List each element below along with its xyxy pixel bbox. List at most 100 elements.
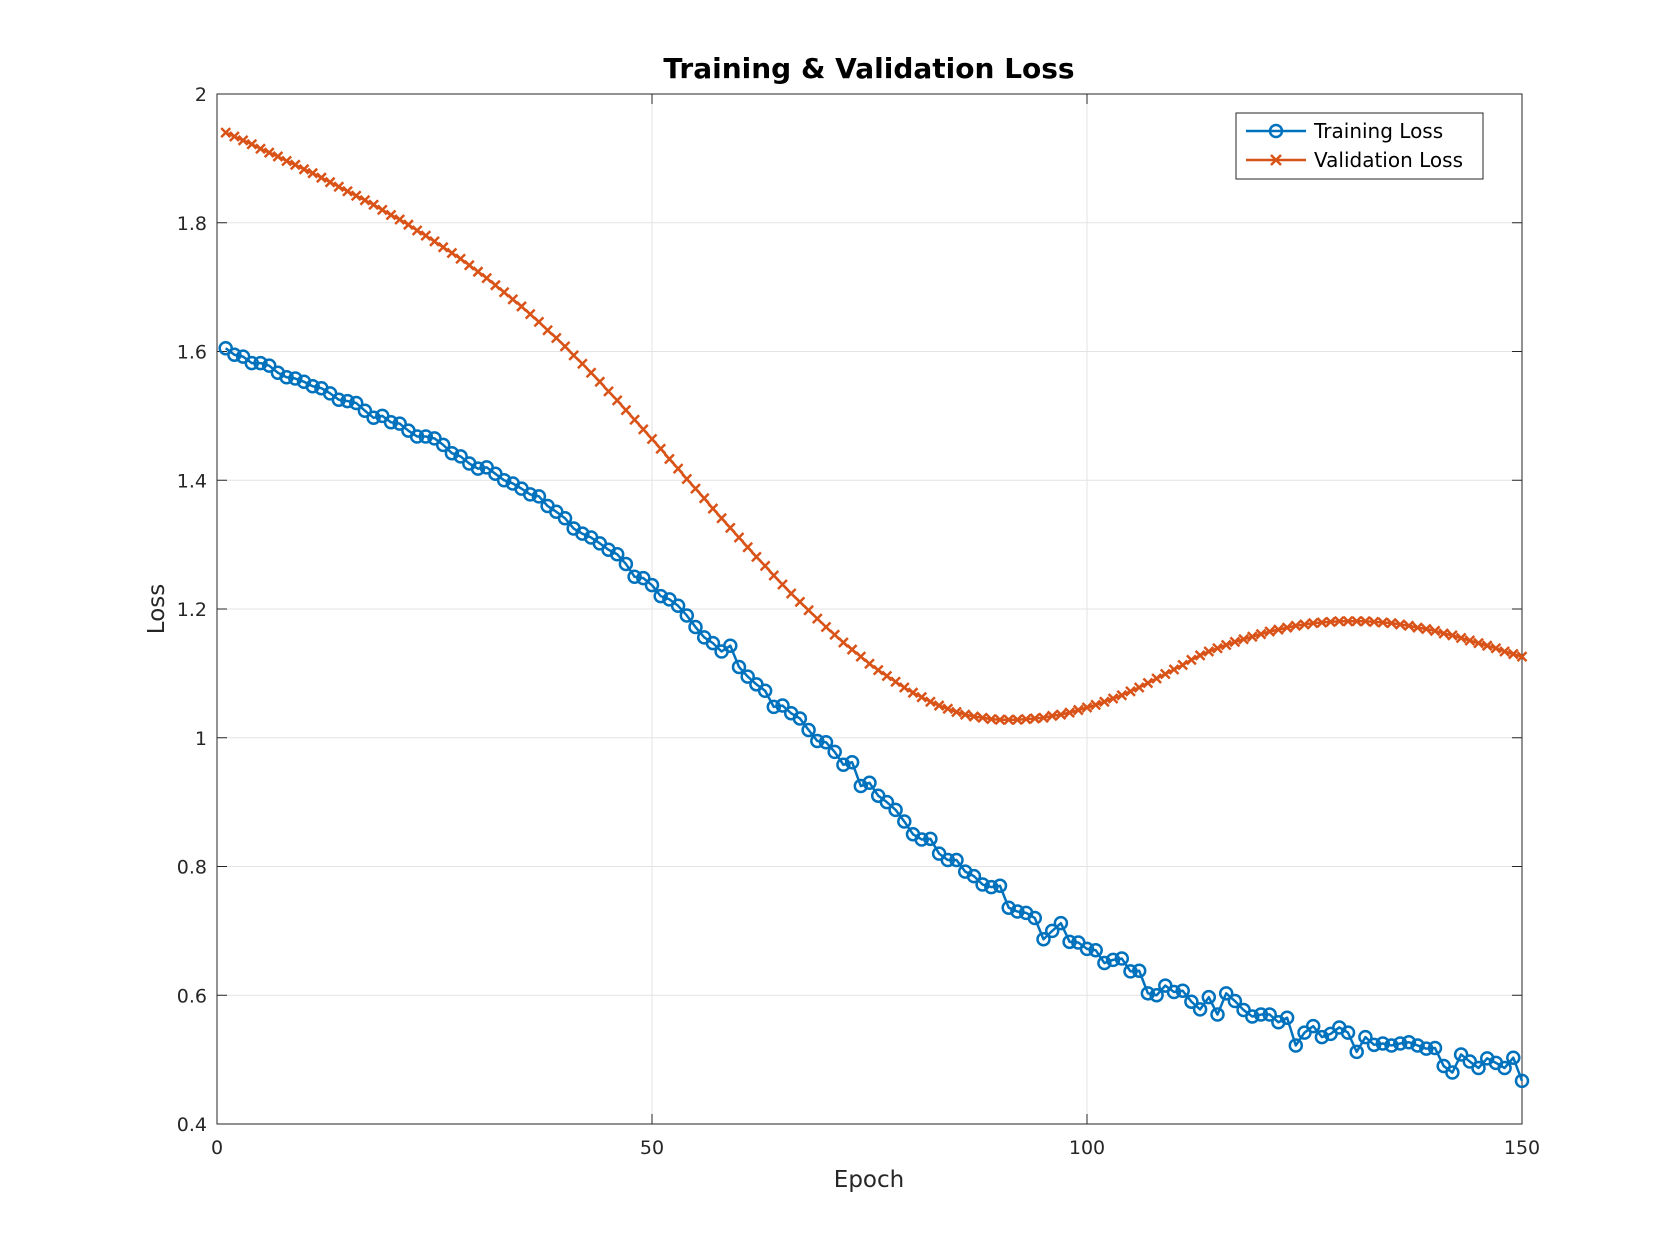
validation-loss-point [446, 247, 458, 259]
validation-loss-point [951, 706, 962, 718]
training-loss-point [1123, 964, 1138, 979]
validation-loss-point [1090, 699, 1102, 711]
validation-loss-point [1072, 704, 1084, 716]
validation-loss-point [1255, 628, 1267, 640]
validation-loss-point [1203, 646, 1215, 657]
validation-loss-point [1499, 646, 1510, 657]
training-loss-point [557, 510, 573, 526]
validation-loss-point [629, 414, 640, 426]
validation-loss-point [1429, 625, 1441, 637]
validation-loss-point [925, 696, 936, 708]
training-loss-point [1366, 1037, 1382, 1053]
training-loss-point [792, 711, 808, 726]
training-loss-point [1149, 988, 1164, 1003]
validation-loss-point [724, 522, 736, 534]
legend-label-validation: Validation Loss [1314, 148, 1463, 172]
y-tick-label: 1.2 [177, 599, 207, 621]
validation-loss-series [220, 127, 1528, 726]
validation-loss-point [881, 670, 893, 682]
training-loss-point [888, 802, 903, 818]
y-tick-label: 0.8 [177, 857, 207, 879]
training-loss-point [1305, 1018, 1321, 1034]
validation-loss-point [1473, 637, 1484, 649]
validation-loss-point [1038, 712, 1049, 724]
validation-loss-point [838, 637, 849, 648]
training-loss-point [496, 473, 512, 488]
y-tick-label: 0.6 [177, 985, 207, 1007]
training-loss-point [453, 449, 468, 464]
training-loss-point [836, 757, 851, 773]
training-loss-point [766, 699, 782, 715]
validation-loss-point [1055, 709, 1067, 720]
validation-loss-point [1299, 619, 1310, 630]
training-loss-point [723, 638, 738, 653]
validation-loss-point [559, 340, 571, 352]
training-loss-point [775, 698, 790, 713]
validation-loss-point [368, 199, 379, 211]
validation-loss-point [994, 714, 1006, 726]
training-loss-point [279, 370, 294, 385]
training-loss-point [244, 355, 260, 371]
training-loss-point [670, 598, 686, 614]
validation-loss-point [603, 386, 614, 397]
validation-loss-point [1481, 640, 1493, 652]
validation-loss-point [524, 308, 536, 320]
validation-loss-point [646, 433, 658, 445]
validation-loss-point [698, 492, 710, 504]
x-tick-label: 150 [1504, 1137, 1540, 1159]
validation-loss-point [1064, 707, 1075, 719]
validation-loss-point [272, 151, 284, 162]
validation-loss-point [846, 644, 858, 655]
validation-loss-point [376, 204, 388, 216]
validation-loss-point [1377, 617, 1389, 628]
validation-loss-point [1229, 636, 1241, 648]
validation-loss-point [864, 658, 875, 670]
training-loss-point [1427, 1040, 1443, 1056]
validation-loss-point [568, 349, 580, 361]
chart-title: Training & Validation Loss [663, 52, 1074, 85]
validation-loss-point [263, 147, 275, 158]
y-tick-label: 1 [195, 728, 207, 750]
training-loss-point [1114, 951, 1130, 966]
validation-loss-point [655, 443, 667, 455]
training-loss-point [1253, 1007, 1269, 1022]
training-loss-point [305, 379, 320, 394]
training-loss-point [1010, 904, 1025, 919]
training-loss-point [914, 832, 929, 847]
validation-loss-point [533, 316, 545, 328]
training-loss-point [1218, 986, 1234, 1001]
validation-loss-point [1081, 702, 1093, 713]
validation-loss-point [316, 172, 327, 184]
validation-loss-point [1307, 617, 1319, 629]
validation-loss-point [1116, 689, 1128, 701]
validation-loss-point [977, 712, 988, 724]
validation-loss-point [620, 404, 632, 416]
validation-loss-point [490, 279, 501, 291]
validation-loss-point [1133, 682, 1145, 693]
validation-loss-point [437, 241, 449, 253]
validation-loss-point [1507, 648, 1519, 660]
training-loss-point [1471, 1060, 1486, 1076]
training-loss-point [1166, 984, 1182, 1000]
validation-loss-point [1151, 673, 1162, 684]
training-loss-point [818, 735, 834, 750]
training-loss-point [1001, 900, 1016, 915]
validation-loss-point [1333, 615, 1345, 627]
y-tick-label: 1.8 [177, 213, 207, 235]
training-loss-point [1210, 1007, 1225, 1022]
validation-loss-point [1029, 713, 1041, 724]
validation-loss-point [1360, 615, 1371, 627]
training-loss-point [801, 722, 816, 738]
training-loss-point [1506, 1050, 1521, 1065]
training-loss-point [1288, 1038, 1304, 1053]
validation-loss-point [1159, 668, 1171, 680]
validation-loss-point [411, 225, 423, 236]
validation-loss-point [672, 463, 684, 475]
validation-loss-point [829, 629, 841, 641]
training-loss-point [975, 877, 990, 892]
validation-loss-point [1351, 615, 1363, 627]
legend-marker-validation [1270, 154, 1282, 166]
validation-loss-point [916, 691, 928, 703]
validation-loss-point [942, 703, 954, 715]
training-loss-point [357, 403, 373, 418]
